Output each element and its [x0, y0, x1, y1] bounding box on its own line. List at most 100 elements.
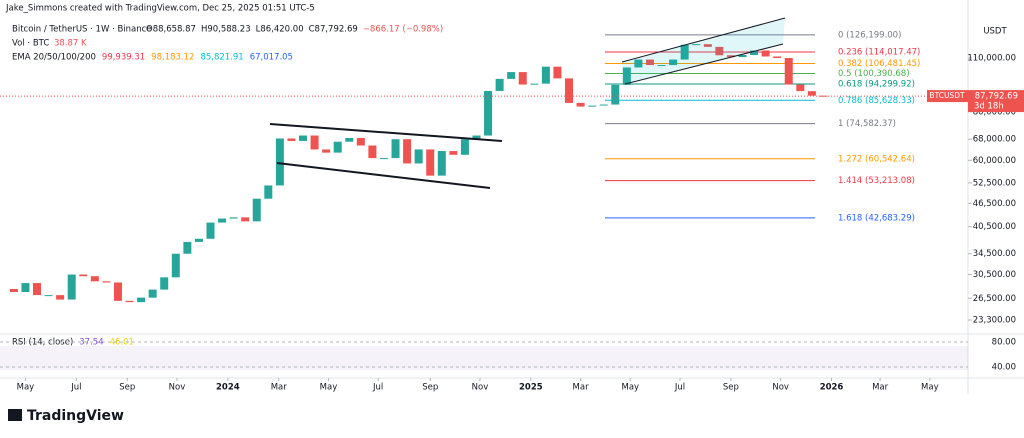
- x-tick-label: May: [17, 383, 35, 393]
- author: Jake_Simmons created with TradingView.co…: [5, 4, 315, 14]
- candle: [229, 217, 238, 219]
- rsi-band: [0, 346, 968, 370]
- candle: [171, 253, 180, 278]
- ema-value: 67,017.05: [250, 53, 293, 63]
- fib-label: 0.618 (94,299.92): [838, 80, 915, 90]
- candle: [160, 277, 169, 290]
- candle: [426, 149, 435, 176]
- candle: [113, 282, 122, 301]
- candle: [611, 84, 620, 105]
- candle: [79, 274, 88, 277]
- candle: [541, 66, 550, 84]
- x-tick-label: Jul: [674, 383, 685, 393]
- candle: [703, 44, 712, 47]
- candle: [218, 218, 227, 223]
- x-tick-label: May: [921, 383, 939, 393]
- candle: [715, 46, 724, 56]
- trend-line: [621, 17, 786, 63]
- candle: [194, 238, 203, 242]
- candle: [403, 139, 412, 164]
- candle: [634, 59, 643, 68]
- y-tick-label: 34,500.00: [973, 249, 1016, 259]
- logo: TradingView: [8, 408, 124, 424]
- candle: [518, 72, 527, 85]
- ohlc-value: L86,420.00: [256, 25, 304, 35]
- x-tick-label: 2026: [820, 383, 844, 393]
- ema-value: 98,183.12: [151, 53, 194, 63]
- candle: [819, 95, 828, 97]
- fib-label: 0 (126,199.00): [838, 30, 901, 40]
- y-tick-label: 110,000.00: [967, 54, 1016, 64]
- trend-line: [269, 123, 503, 142]
- candle: [287, 138, 296, 141]
- candle: [495, 78, 504, 91]
- candle: [252, 198, 261, 222]
- ohlc-value: C87,792.69: [309, 25, 358, 35]
- candle: [460, 139, 469, 155]
- ema-label: EMA 20/50/100/200: [12, 53, 96, 63]
- x-tick-label: Sep: [119, 383, 135, 393]
- candle: [796, 84, 805, 92]
- x-tick-label: Nov: [169, 383, 186, 393]
- candle: [449, 151, 458, 155]
- candle: [333, 141, 342, 153]
- candle: [807, 91, 816, 96]
- ohlc-value: H90,588.23: [201, 25, 251, 35]
- logo-text: TradingView: [27, 408, 124, 424]
- candle: [657, 65, 666, 67]
- y-tick-label: 40,500.00: [973, 222, 1016, 232]
- x-tick-label: Nov: [472, 383, 489, 393]
- fib-label: 1.414 (53,213.08): [838, 176, 915, 186]
- candle: [33, 283, 42, 296]
- fib-label: 0.5 (100,390.68): [838, 69, 910, 79]
- candle: [148, 289, 157, 298]
- candle: [345, 137, 354, 142]
- y-tick-label: 68,000.00: [973, 135, 1016, 145]
- fib-label: 0.786 (85,628.33): [838, 96, 915, 106]
- x-tick-label: Mar: [872, 383, 889, 393]
- candle: [241, 217, 250, 222]
- candle: [784, 58, 793, 85]
- ema-value: 85,821.91: [200, 53, 243, 63]
- candle: [183, 241, 192, 254]
- candle: [56, 295, 65, 300]
- y-tick-label: 30,500.00: [973, 270, 1016, 280]
- candle: [622, 67, 631, 85]
- candle: [437, 151, 446, 176]
- ohlc-value: −866.17 (−0.98%): [363, 25, 443, 35]
- x-tick-label: Jul: [70, 383, 81, 393]
- candle: [264, 185, 273, 199]
- x-tick-label: Jul: [372, 383, 383, 393]
- x-tick-label: May: [622, 383, 640, 393]
- candle: [391, 139, 400, 159]
- fib-label: 0.236 (114,017.47): [838, 47, 920, 57]
- candle: [692, 44, 701, 46]
- fib-label: 1 (74,582.37): [838, 119, 896, 129]
- x-tick-label: Mar: [271, 383, 288, 393]
- candle: [750, 50, 759, 55]
- candle: [738, 54, 747, 58]
- candle: [9, 288, 18, 293]
- y-tick-label: 52,500.00: [973, 178, 1016, 188]
- y-tick-label: 46,500.00: [973, 199, 1016, 209]
- x-tick-label: Sep: [723, 383, 739, 393]
- candle: [553, 66, 562, 79]
- candle: [484, 90, 493, 136]
- countdown: 3d 18h: [974, 102, 1004, 112]
- fib-label: 1.272 (60,542.64): [838, 154, 915, 164]
- ohlc-value: O88,658.87: [146, 25, 196, 35]
- x-tick-label: Sep: [422, 383, 438, 393]
- x-tick-label: 2025: [519, 383, 543, 393]
- price-tag-bg: [968, 90, 1024, 113]
- logo-mark: [8, 409, 22, 421]
- y-tick-label: 80,000.00: [973, 107, 1016, 117]
- y-tick-label: 23,300.00: [973, 316, 1016, 326]
- candle: [680, 44, 689, 60]
- candle: [472, 135, 481, 140]
- symbol-tag: BTCUSDT: [929, 91, 965, 100]
- trend-line: [276, 162, 491, 189]
- candle: [44, 295, 53, 297]
- wedge-fill: [622, 18, 785, 84]
- candle: [137, 297, 146, 303]
